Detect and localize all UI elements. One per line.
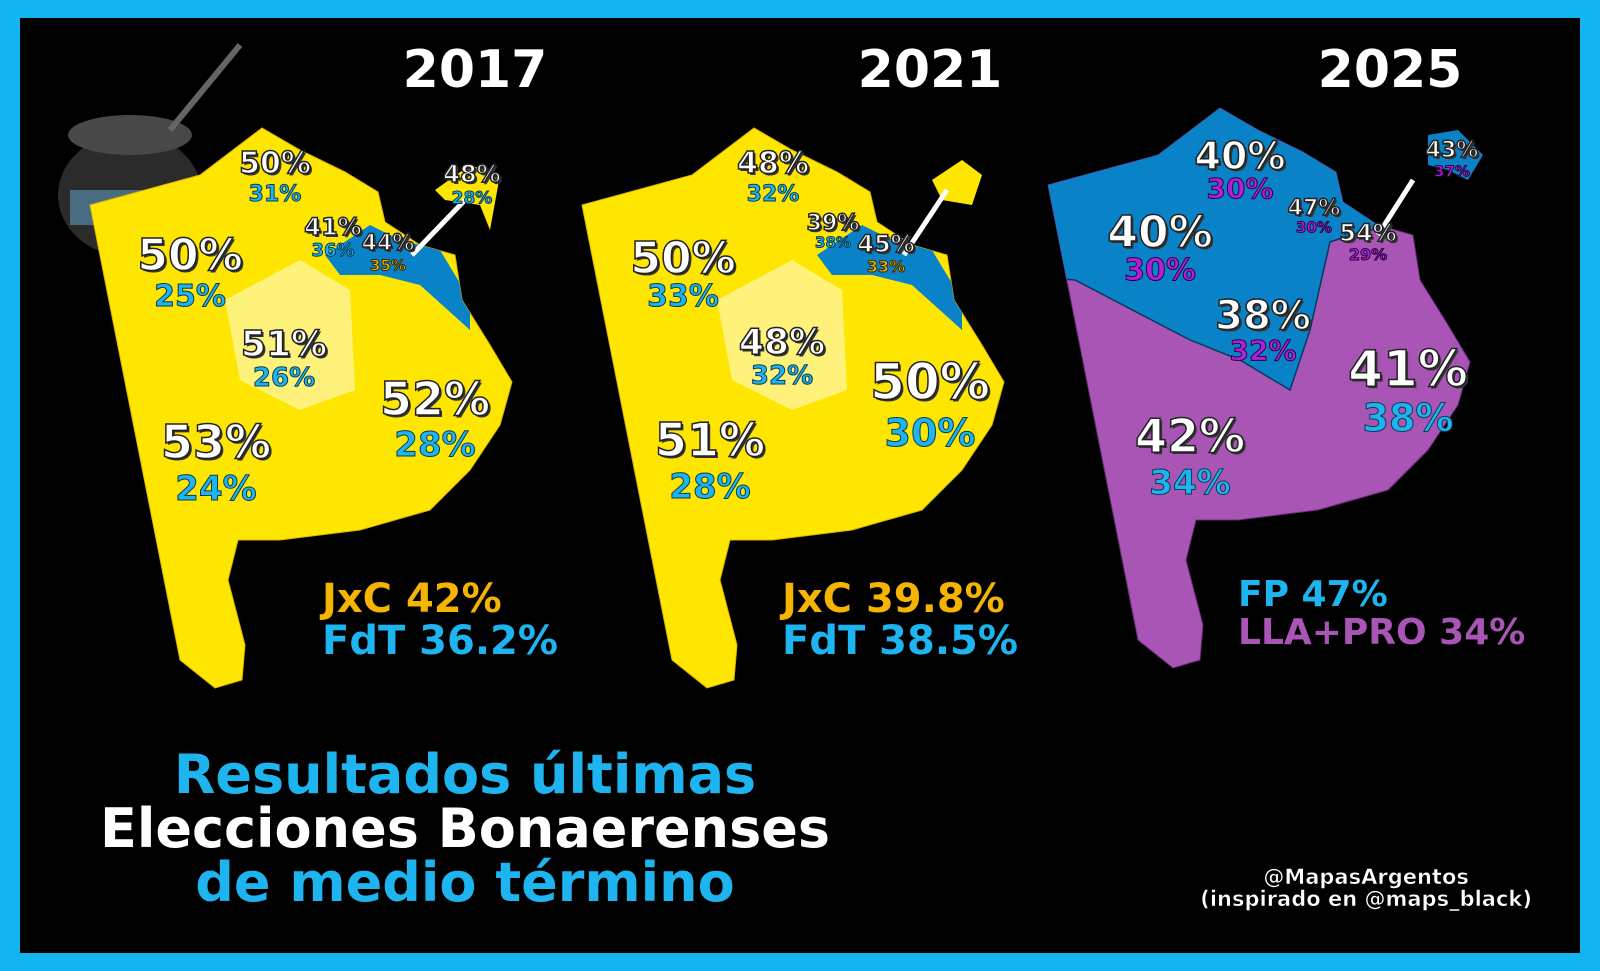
region-label-top: 51% <box>240 324 328 365</box>
region-label-bottom: 30% <box>1124 253 1197 288</box>
region-label-bottom: 32% <box>1229 334 1297 367</box>
title-line-2: Elecciones Bonaerenses <box>99 797 831 860</box>
totals-2017: JxC 42% FdT 36.2% <box>322 578 558 662</box>
region-label-bottom: 26% <box>252 363 316 393</box>
region-label-top: 48% <box>736 146 809 181</box>
region-label-top: 50% <box>630 233 737 284</box>
map-2021 <box>581 127 1005 689</box>
region-label-top: 40% <box>1107 207 1214 258</box>
region-label-bottom: 38% <box>815 233 852 252</box>
region-label-top: 48% <box>738 322 826 363</box>
region-label-bottom: 24% <box>175 469 257 509</box>
region-label-top: 40% <box>1194 134 1286 178</box>
year-2025: 2025 <box>1317 40 1463 100</box>
region-label-bottom: 30% <box>1296 218 1333 237</box>
region-label-top: 39% <box>806 211 860 236</box>
year-2021: 2021 <box>857 40 1003 100</box>
region-label-top: 41% <box>304 213 363 241</box>
region-label-top: 41% <box>1347 340 1468 398</box>
title-line-3: de medio término <box>195 851 735 914</box>
region-label-bottom: 34% <box>1149 463 1231 503</box>
region-label-bottom: 32% <box>750 361 814 391</box>
total-fdt: FdT 38.5% <box>782 618 1018 664</box>
region-label-bottom: 28% <box>451 188 493 209</box>
region-label-bottom: 36% <box>311 240 355 261</box>
region-label-top: 50% <box>238 146 311 181</box>
total-jxc: JxC 39.8% <box>782 576 1005 622</box>
year-2017: 2017 <box>402 40 548 100</box>
region-label-bottom: 29% <box>1348 245 1388 264</box>
region-label-top: 47% <box>1287 196 1341 221</box>
region-label-bottom: 35% <box>370 256 407 275</box>
totals-2021: JxC 39.8% FdT 38.5% <box>782 578 1018 662</box>
region-label-bottom: 38% <box>1362 396 1454 440</box>
region-label-bottom: 37% <box>1434 162 1471 181</box>
total-lla-pro: LLA+PRO 34% <box>1238 611 1526 653</box>
region-label-top: 44% <box>361 231 415 256</box>
region-label-top: 38% <box>1214 293 1311 339</box>
page-title: Resultados últimas Elecciones Bonaerense… <box>100 748 830 910</box>
total-jxc: JxC 42% <box>322 576 502 622</box>
region-label-top: 52% <box>379 372 491 426</box>
region-label-top: 51% <box>654 413 766 467</box>
region-label-top: 43% <box>1425 138 1479 163</box>
region-label-top: 45% <box>857 230 916 258</box>
region-label-bottom: 25% <box>154 279 227 314</box>
region-label-bottom: 28% <box>394 425 476 465</box>
region-label-top: 50% <box>869 353 990 411</box>
credit: @MapasArgentos (inspirado en @maps_black… <box>1200 865 1532 912</box>
region-label-bottom: 30% <box>884 411 976 455</box>
total-fdt: FdT 36.2% <box>322 618 558 664</box>
totals-2025: FP 47% LLA+PRO 34% <box>1238 576 1525 652</box>
region-label-bottom: 33% <box>647 279 720 314</box>
region-label-top: 53% <box>160 415 272 469</box>
credit-author: @MapasArgentos <box>1263 865 1469 889</box>
region-label-top: 54% <box>1339 219 1398 247</box>
region-label-bottom: 33% <box>866 257 906 276</box>
region-label-top: 48% <box>443 160 502 188</box>
title-line-1: Resultados últimas <box>173 743 757 806</box>
map-2017 <box>89 127 513 689</box>
map-2025 <box>1047 107 1483 669</box>
region-label-top: 50% <box>137 230 244 281</box>
region-label-bottom: 30% <box>1206 172 1274 205</box>
region-label-bottom: 28% <box>669 467 751 507</box>
region-label-top: 42% <box>1134 409 1246 463</box>
region-label-bottom: 31% <box>248 182 302 207</box>
region-label-bottom: 32% <box>746 182 800 207</box>
credit-inspiration: (inspirado en @maps_black) <box>1200 887 1532 912</box>
total-fp: FP 47% <box>1238 574 1388 615</box>
